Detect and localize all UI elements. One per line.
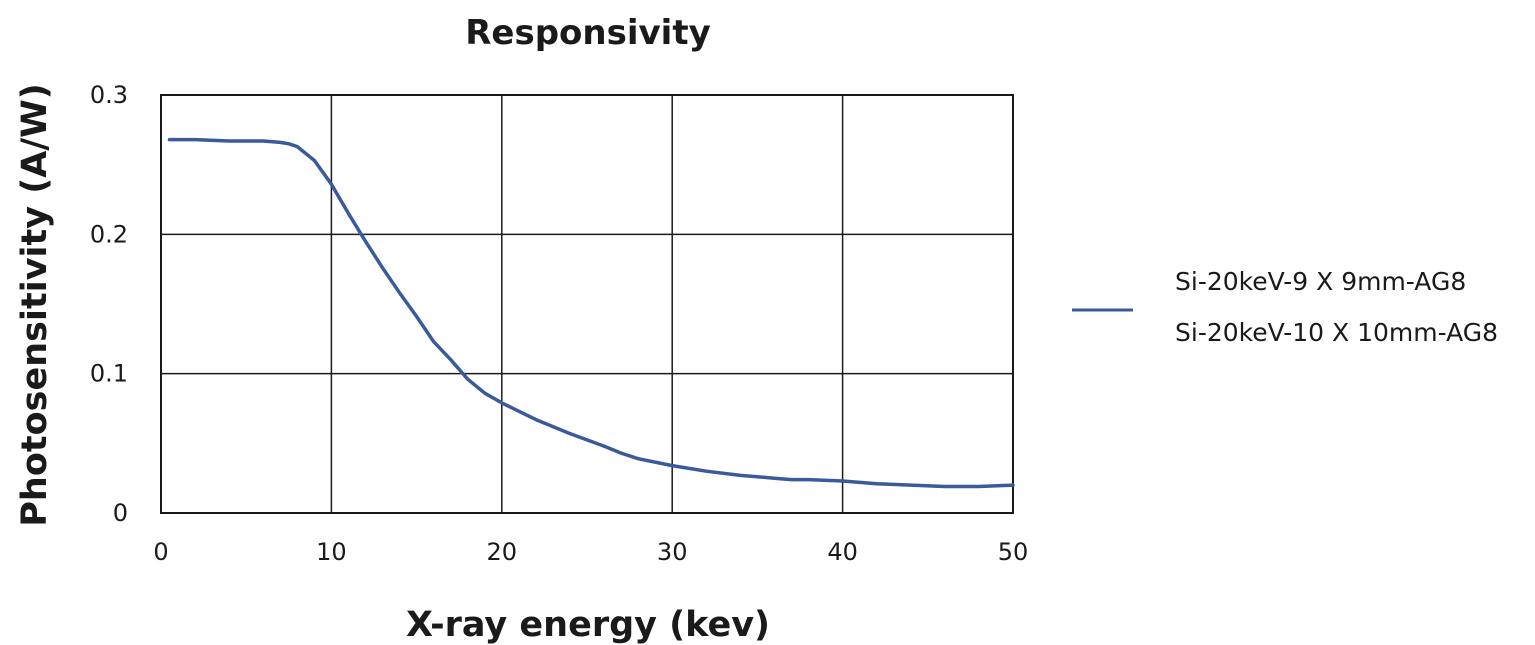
grid-lines [161, 95, 1013, 513]
x-axis-label: X-ray energy (kev) [406, 605, 770, 645]
series-layer [167, 137, 1015, 489]
series-line-0 [167, 137, 1015, 489]
y-axis-label: Photosensitivity (A/W) [15, 83, 55, 526]
plot-frame [160, 94, 1014, 514]
x-tick-label: 10 [316, 538, 347, 566]
x-tick-label: 0 [153, 538, 168, 566]
y-tick-labels: 0 0.1 0.2 0.3 [90, 81, 128, 527]
chart-title: Responsivity [465, 13, 711, 53]
x-tick-label: 20 [487, 538, 518, 566]
legend-entry-2: Si-20keV-10 X 10mm-AG8 [1175, 318, 1498, 347]
y-tick-label: 0.3 [90, 81, 128, 109]
y-tick-label: 0.1 [90, 360, 128, 388]
legend-entry-1: Si-20keV-9 X 9mm-AG8 [1175, 267, 1466, 296]
y-tick-label: 0.2 [90, 220, 128, 248]
x-tick-label: 50 [998, 538, 1029, 566]
x-tick-label: 40 [827, 538, 858, 566]
y-tick-label: 0 [113, 499, 128, 527]
x-tick-labels: 0 10 20 30 40 50 [153, 538, 1028, 566]
x-tick-label: 30 [657, 538, 688, 566]
